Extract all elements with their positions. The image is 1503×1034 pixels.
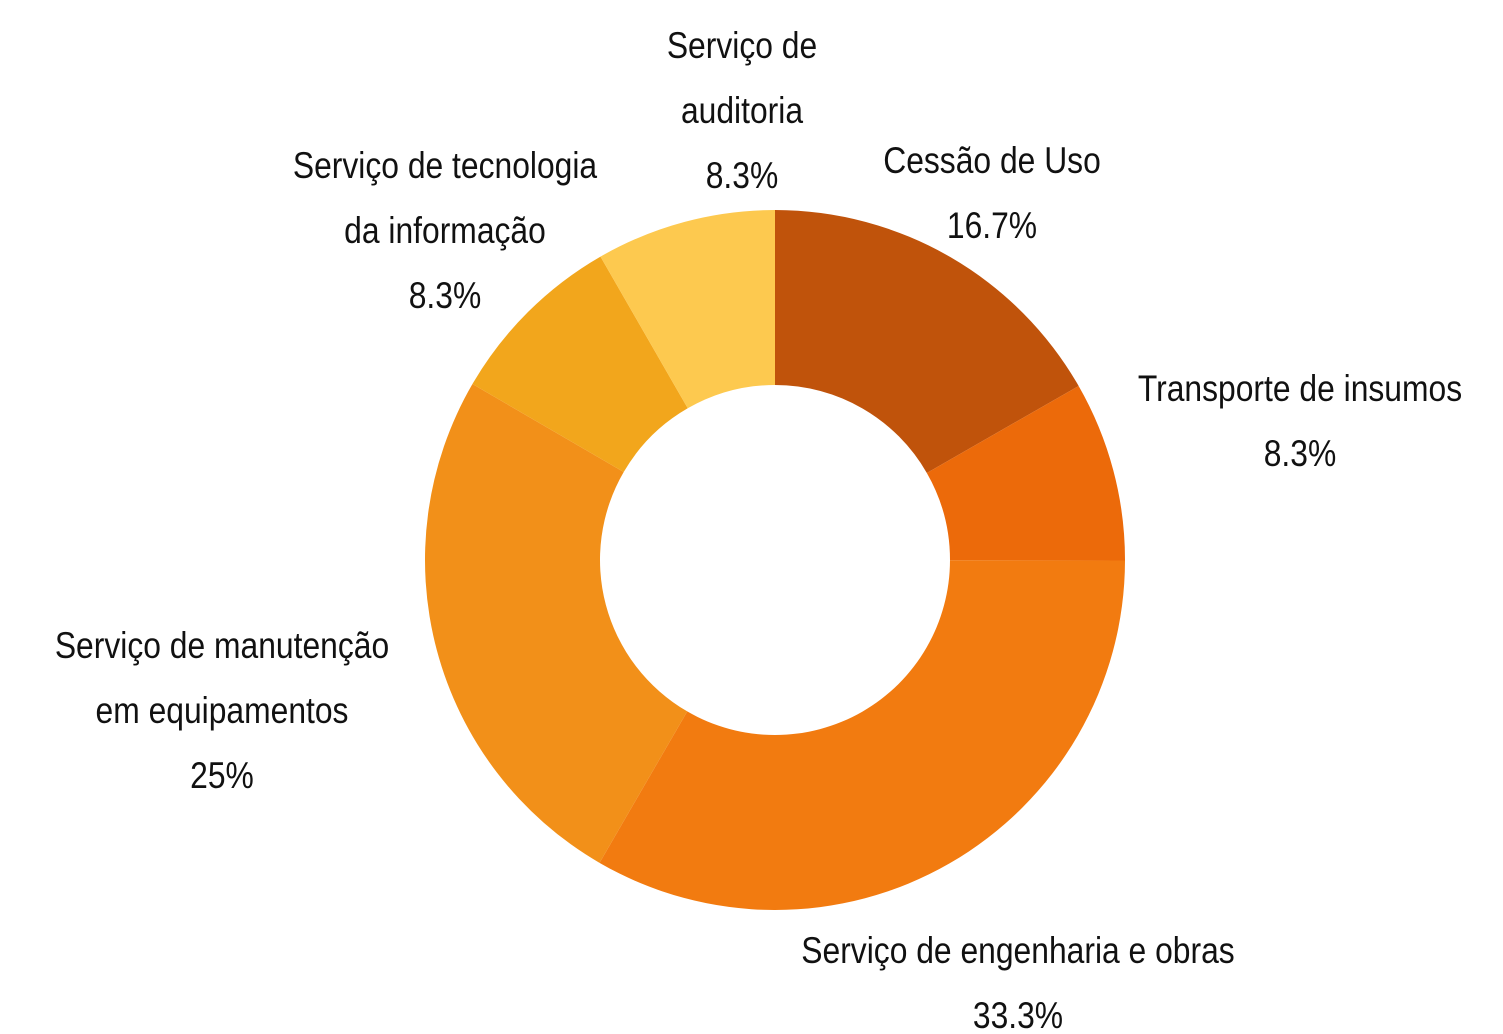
donut-segment [425, 384, 688, 863]
category-label: Serviço de manutenção em equipamentos [54, 625, 390, 731]
value-label: 8.3% [705, 155, 779, 196]
donut-segment [599, 560, 1125, 910]
category-label: Serviço de engenharia e obras [801, 930, 1235, 971]
donut-segment [600, 210, 775, 409]
category-label: Cessão de Uso [883, 140, 1101, 181]
slice-label: Transporte de insumos 8.3% [1085, 356, 1503, 486]
donut-segment [926, 385, 1125, 561]
slice-label: Serviço de manutenção em equipamentos 25% [46, 613, 399, 808]
donut-segment [472, 256, 688, 473]
value-label: 16.7% [946, 205, 1038, 246]
category-label: Serviço de tecnologia da informação [292, 145, 598, 251]
category-label: Transporte de insumos [1137, 368, 1463, 409]
donut-segment [775, 210, 1079, 473]
value-label: 8.3% [1263, 433, 1337, 474]
slice-label: Serviço de auditoria 8.3% [639, 13, 845, 208]
slice-label: Cessão de Uso 16.7% [820, 128, 1164, 258]
slice-label: Serviço de tecnologia da informação 8.3% [273, 133, 617, 328]
value-label: 8.3% [408, 275, 482, 316]
slice-label: Serviço de engenharia e obras 33.3% [751, 918, 1284, 1034]
category-label: Serviço de auditoria [666, 25, 818, 131]
value-label: 33.3% [972, 995, 1064, 1034]
value-label: 25% [190, 755, 254, 796]
